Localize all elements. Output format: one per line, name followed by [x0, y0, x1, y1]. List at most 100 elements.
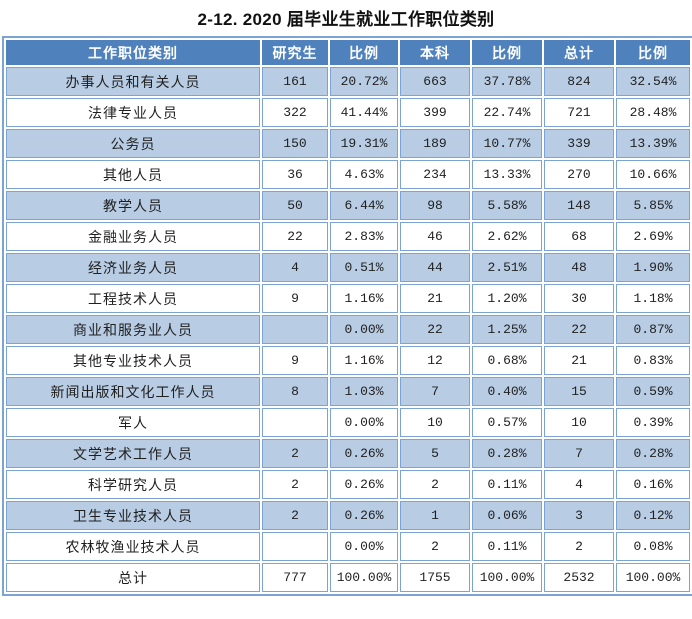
category-cell: 办事人员和有关人员: [6, 67, 260, 96]
value-cell: 41.44%: [330, 98, 398, 127]
value-cell: 22.74%: [472, 98, 542, 127]
value-cell: 5.58%: [472, 191, 542, 220]
value-cell: [262, 408, 328, 437]
value-cell: 0.26%: [330, 501, 398, 530]
value-cell: 663: [400, 67, 470, 96]
value-cell: 22: [544, 315, 614, 344]
table-row: 新闻出版和文化工作人员 8 1.03% 7 0.40% 15 0.59%: [6, 377, 690, 406]
employment-position-table: 工作职位类别 研究生 比例 本科 比例 总计 比例 办事人员和有关人员 161 20.72% 66…: [2, 36, 692, 596]
value-cell: 0.26%: [330, 439, 398, 468]
value-cell: 148: [544, 191, 614, 220]
value-cell: 161: [262, 67, 328, 96]
category-cell: 工程技术人员: [6, 284, 260, 313]
value-cell: 32.54%: [616, 67, 690, 96]
category-cell: 法律专业人员: [6, 98, 260, 127]
table-row: 公务员 150 19.31% 189 10.77% 339 13.39%: [6, 129, 690, 158]
category-cell: 其他人员: [6, 160, 260, 189]
value-cell: 0.16%: [616, 470, 690, 499]
table-row: 法律专业人员 322 41.44% 399 22.74% 721 28.48%: [6, 98, 690, 127]
value-cell: 6.44%: [330, 191, 398, 220]
table-row: 金融业务人员 22 2.83% 46 2.62% 68 2.69%: [6, 222, 690, 251]
value-cell: 22: [400, 315, 470, 344]
value-cell: 68: [544, 222, 614, 251]
value-cell: 1.90%: [616, 253, 690, 282]
value-cell: [262, 315, 328, 344]
value-cell: 0.68%: [472, 346, 542, 375]
column-header: 本科: [400, 40, 470, 65]
value-cell: 4: [544, 470, 614, 499]
value-cell: 15: [544, 377, 614, 406]
value-cell: 28.48%: [616, 98, 690, 127]
value-cell: 2: [400, 532, 470, 561]
value-cell: 1.03%: [330, 377, 398, 406]
value-cell: 37.78%: [472, 67, 542, 96]
value-cell: 2: [262, 501, 328, 530]
value-cell: 2: [400, 470, 470, 499]
value-cell: 5: [400, 439, 470, 468]
value-cell: 19.31%: [330, 129, 398, 158]
value-cell: 0.08%: [616, 532, 690, 561]
value-cell: 4.63%: [330, 160, 398, 189]
table-row: 其他人员 36 4.63% 234 13.33% 270 10.66%: [6, 160, 690, 189]
value-cell: 1: [400, 501, 470, 530]
value-cell: 1.16%: [330, 346, 398, 375]
value-cell: 0.59%: [616, 377, 690, 406]
value-cell: 2532: [544, 563, 614, 592]
value-cell: 30: [544, 284, 614, 313]
value-cell: 0.39%: [616, 408, 690, 437]
value-cell: 13.33%: [472, 160, 542, 189]
value-cell: 12: [400, 346, 470, 375]
column-header: 工作职位类别: [6, 40, 260, 65]
category-cell: 经济业务人员: [6, 253, 260, 282]
value-cell: 0.12%: [616, 501, 690, 530]
table-row: 农林牧渔业技术人员 0.00% 2 0.11% 2 0.08%: [6, 532, 690, 561]
value-cell: 10.77%: [472, 129, 542, 158]
value-cell: 0.11%: [472, 532, 542, 561]
value-cell: 0.00%: [330, 315, 398, 344]
category-cell: 农林牧渔业技术人员: [6, 532, 260, 561]
value-cell: 1755: [400, 563, 470, 592]
table-row: 商业和服务业人员 0.00% 22 1.25% 22 0.87%: [6, 315, 690, 344]
value-cell: 10: [400, 408, 470, 437]
value-cell: 824: [544, 67, 614, 96]
value-cell: 5.85%: [616, 191, 690, 220]
value-cell: 46: [400, 222, 470, 251]
value-cell: 2: [544, 532, 614, 561]
value-cell: 0.06%: [472, 501, 542, 530]
table-row: 卫生专业技术人员 2 0.26% 1 0.06% 3 0.12%: [6, 501, 690, 530]
category-cell: 公务员: [6, 129, 260, 158]
value-cell: 0.51%: [330, 253, 398, 282]
value-cell: 100.00%: [330, 563, 398, 592]
value-cell: 7: [400, 377, 470, 406]
value-cell: 150: [262, 129, 328, 158]
value-cell: 98: [400, 191, 470, 220]
value-cell: 270: [544, 160, 614, 189]
table-row: 科学研究人员 2 0.26% 2 0.11% 4 0.16%: [6, 470, 690, 499]
category-cell: 金融业务人员: [6, 222, 260, 251]
value-cell: 0.40%: [472, 377, 542, 406]
table-row: 经济业务人员 4 0.51% 44 2.51% 48 1.90%: [6, 253, 690, 282]
value-cell: 2: [262, 470, 328, 499]
value-cell: 2.69%: [616, 222, 690, 251]
value-cell: 0.00%: [330, 408, 398, 437]
value-cell: 21: [400, 284, 470, 313]
table-row: 军人 0.00% 10 0.57% 10 0.39%: [6, 408, 690, 437]
value-cell: 44: [400, 253, 470, 282]
value-cell: 0.83%: [616, 346, 690, 375]
column-header: 研究生: [262, 40, 328, 65]
value-cell: 0.11%: [472, 470, 542, 499]
table-row: 文学艺术工作人员 2 0.26% 5 0.28% 7 0.28%: [6, 439, 690, 468]
value-cell: 399: [400, 98, 470, 127]
category-cell: 总计: [6, 563, 260, 592]
value-cell: 50: [262, 191, 328, 220]
column-header: 比例: [616, 40, 690, 65]
category-cell: 科学研究人员: [6, 470, 260, 499]
category-cell: 商业和服务业人员: [6, 315, 260, 344]
value-cell: 0.87%: [616, 315, 690, 344]
value-cell: 0.00%: [330, 532, 398, 561]
column-header: 比例: [330, 40, 398, 65]
category-cell: 卫生专业技术人员: [6, 501, 260, 530]
value-cell: 10.66%: [616, 160, 690, 189]
category-cell: 文学艺术工作人员: [6, 439, 260, 468]
value-cell: 2.51%: [472, 253, 542, 282]
